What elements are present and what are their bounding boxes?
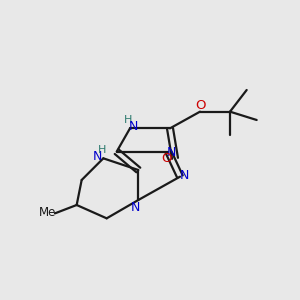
Text: Me: Me: [39, 206, 56, 219]
Text: N: N: [167, 146, 176, 159]
Text: H: H: [98, 145, 106, 155]
Text: N: N: [128, 120, 138, 133]
Text: N: N: [130, 201, 140, 214]
Text: O: O: [161, 152, 171, 165]
Text: N: N: [180, 169, 189, 182]
Text: H: H: [124, 115, 133, 125]
Text: O: O: [195, 99, 206, 112]
Text: N: N: [93, 150, 103, 163]
